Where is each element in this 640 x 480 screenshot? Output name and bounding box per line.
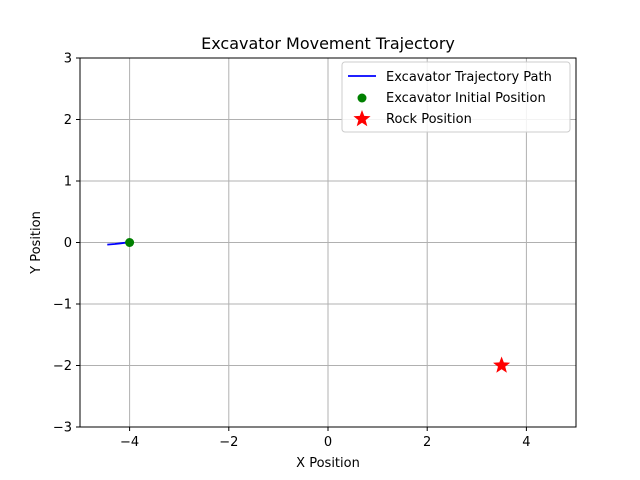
legend-box — [341, 61, 571, 133]
legend-label: Rock Position — [386, 112, 472, 127]
legend-label: Excavator Trajectory Path — [386, 70, 552, 85]
legend-circle-swatch — [357, 93, 367, 103]
x-tick-label: −4 — [120, 435, 139, 450]
y-tick-label: 1 — [64, 175, 72, 190]
y-tick-label: 3 — [64, 52, 72, 67]
legend-label: Excavator Initial Position — [386, 91, 546, 106]
y-tick-label: 0 — [64, 236, 72, 251]
y-tick-label: 2 — [64, 113, 72, 128]
y-tick-label: −2 — [53, 359, 72, 374]
y-axis-title: Y Position — [29, 211, 44, 275]
chart-title: Excavator Movement Trajectory — [201, 34, 455, 53]
data-series — [107, 238, 511, 373]
legend-star-swatch — [353, 110, 371, 127]
initial-position-point — [125, 238, 135, 247]
legend: Excavator Trajectory Path Excavator Initi… — [341, 61, 571, 133]
x-tick-label: 4 — [522, 435, 530, 450]
rock-position-star — [493, 356, 511, 373]
x-axis-title: X Position — [296, 456, 360, 471]
y-tick-label: −1 — [53, 298, 72, 313]
legend-items: Excavator Trajectory Path Excavator Initi… — [348, 70, 552, 127]
x-tick-label: 2 — [423, 435, 431, 450]
y-tick-label: −3 — [53, 421, 72, 436]
axis-ticks: −4 −2 0 2 4 −3 −2 −1 0 1 2 3 — [53, 52, 531, 451]
x-tick-label: 0 — [324, 435, 332, 450]
x-tick-label: −2 — [219, 435, 238, 450]
